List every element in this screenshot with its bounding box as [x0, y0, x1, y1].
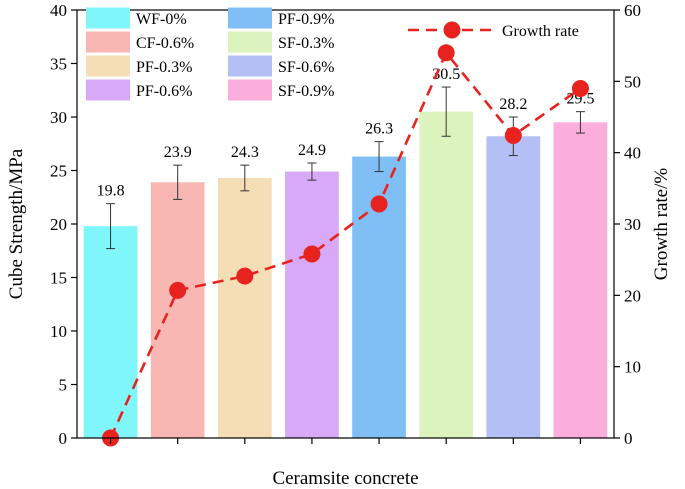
- y2-tick-label: 60: [624, 1, 641, 20]
- data-label: 19.8: [97, 183, 125, 200]
- bar-SF-0.9%: [553, 122, 608, 438]
- data-label: 26.3: [365, 121, 393, 138]
- y-tick-label: 5: [59, 376, 68, 395]
- data-label: 23.9: [164, 144, 192, 161]
- data-label: 28.2: [499, 96, 527, 113]
- y2-tick-label: 20: [624, 286, 641, 305]
- y-tick-label: 0: [59, 429, 68, 448]
- legend-label: Growth rate: [502, 23, 579, 40]
- y-tick-label: 20: [50, 215, 67, 234]
- legend-label: WF-0%: [136, 11, 187, 28]
- growth-rate-point: [571, 79, 589, 97]
- y-tick-label: 40: [50, 1, 67, 20]
- bar-CF-0.6%: [150, 182, 205, 438]
- y2-tick-label: 0: [624, 429, 633, 448]
- growth-rate-point: [236, 267, 254, 285]
- legend-label: PF-0.6%: [136, 83, 192, 100]
- legend-label: SF-0.9%: [278, 83, 334, 100]
- y-tick-label: 30: [50, 108, 67, 127]
- growth-rate-point: [370, 195, 388, 213]
- y-tick-label: 35: [50, 55, 67, 74]
- y2-axis-title: Growth rate/%: [651, 168, 672, 281]
- legend-swatch: [86, 31, 130, 53]
- bar-SF-0.3%: [419, 111, 474, 439]
- legend-swatch: [228, 7, 272, 29]
- growth-rate-point: [504, 127, 522, 145]
- growth-rate-point: [303, 245, 321, 263]
- legend-label: PF-0.3%: [136, 59, 192, 76]
- data-label: 24.9: [298, 142, 326, 159]
- legend-label: PF-0.9%: [278, 11, 334, 28]
- growth-rate-line: [109, 50, 582, 439]
- legend-swatch: [228, 31, 272, 53]
- growth-rate-point: [169, 281, 187, 299]
- y-tick-label: 25: [50, 162, 67, 181]
- y-tick-label: 10: [50, 322, 67, 341]
- bar-PF-0.3%: [217, 177, 272, 439]
- legend-swatch: [228, 55, 272, 77]
- growth-rate-point: [437, 44, 455, 62]
- legend-swatch: [228, 79, 272, 101]
- bar-WF-0%: [83, 226, 138, 438]
- legend-label: SF-0.3%: [278, 35, 334, 52]
- legend-swatch: [86, 55, 130, 77]
- bar-PF-0.6%: [285, 171, 339, 438]
- y-tick-label: 15: [50, 269, 67, 288]
- legend-swatch: [86, 79, 130, 101]
- data-label: 24.3: [231, 144, 259, 161]
- x-axis-title: Ceramsite concrete: [272, 468, 418, 489]
- y2-tick-label: 40: [624, 144, 641, 163]
- bar-SF-0.6%: [486, 136, 541, 438]
- y2-tick-label: 10: [624, 358, 641, 377]
- y-axis-title: Cube Strength/MPa: [6, 148, 27, 299]
- legend-label: SF-0.6%: [278, 59, 334, 76]
- legend-swatch: [86, 7, 130, 29]
- y2-tick-label: 50: [624, 72, 641, 91]
- y2-tick-label: 30: [624, 215, 641, 234]
- legend-label: CF-0.6%: [136, 35, 194, 52]
- legend-line-marker: [443, 21, 461, 39]
